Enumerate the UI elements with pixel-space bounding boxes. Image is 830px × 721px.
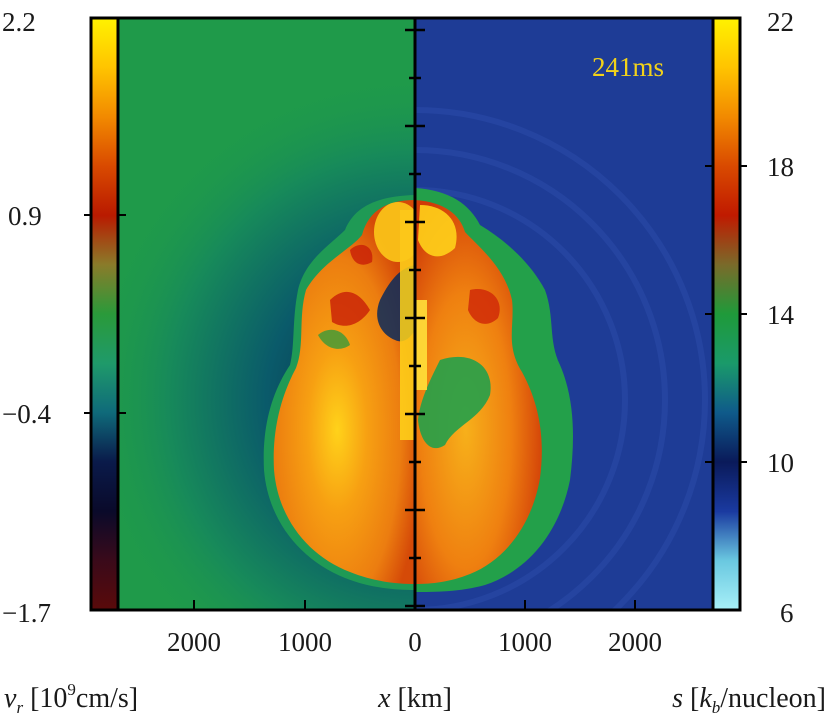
- left-tick-label: −0.4: [2, 399, 51, 429]
- right-label-k: k: [699, 683, 712, 714]
- right-label-sub: b: [712, 698, 721, 717]
- right-tick-label: 22: [767, 7, 794, 37]
- left-label-rest: [10: [23, 683, 67, 714]
- central-axis-ticks: [405, 28, 425, 608]
- left-green-filament: [318, 329, 350, 349]
- left-label-symbol: v: [4, 683, 17, 714]
- right-tick-label: 10: [767, 448, 794, 478]
- left-label-sub: r: [16, 698, 23, 717]
- left-tick-label: 0.9: [8, 201, 42, 231]
- right-faint-rings: [415, 107, 708, 610]
- x-axis-label: x [km]: [377, 683, 452, 714]
- right-tick-label: 6: [780, 598, 794, 628]
- right-axis-column: [415, 300, 427, 390]
- left-tick-label: −1.7: [2, 598, 51, 628]
- x-tick-label: 2000: [608, 627, 662, 657]
- x-label-unit: [km]: [391, 683, 452, 714]
- right-panel: [415, 18, 713, 610]
- x-tick-label: 2000: [167, 627, 221, 657]
- right-tick-label: 18: [767, 152, 794, 182]
- right-label-rest: /nucleon]: [720, 683, 826, 714]
- left-top-lobe: [374, 202, 415, 262]
- time-annotation: 241ms: [592, 52, 664, 82]
- left-panel: [118, 18, 415, 610]
- right-red-filament: [468, 289, 500, 324]
- right-colorbar-label: s [kb/nucleon]: [672, 683, 826, 717]
- left-red-filaments: [330, 244, 373, 326]
- x-label-symbol: x: [377, 683, 391, 714]
- right-label-symbol: s: [672, 683, 683, 714]
- left-colorbar-label: vr [109cm/s]: [4, 680, 138, 717]
- left-label-sup: 9: [67, 680, 76, 699]
- x-tick-label: 1000: [498, 627, 552, 657]
- right-upper-lobe: [418, 205, 457, 257]
- left-hot-bubble: [273, 200, 415, 584]
- x-axis-ticks: [193, 600, 636, 610]
- right-colorbar-ticks: [705, 165, 747, 463]
- right-tick-label: 14: [767, 300, 795, 330]
- right-colorbar: [711, 16, 742, 612]
- left-axis-column: [400, 210, 415, 440]
- right-green-intrusion: [418, 356, 491, 449]
- left-label-unit: cm/s]: [76, 683, 138, 714]
- left-colorbar-ticks: [84, 214, 126, 414]
- right-label-open: [: [683, 683, 699, 714]
- x-tick-label: 0: [408, 627, 422, 657]
- left-colorbar: [89, 16, 120, 612]
- left-tick-label: 2.2: [2, 7, 36, 37]
- x-tick-label: 1000: [278, 627, 332, 657]
